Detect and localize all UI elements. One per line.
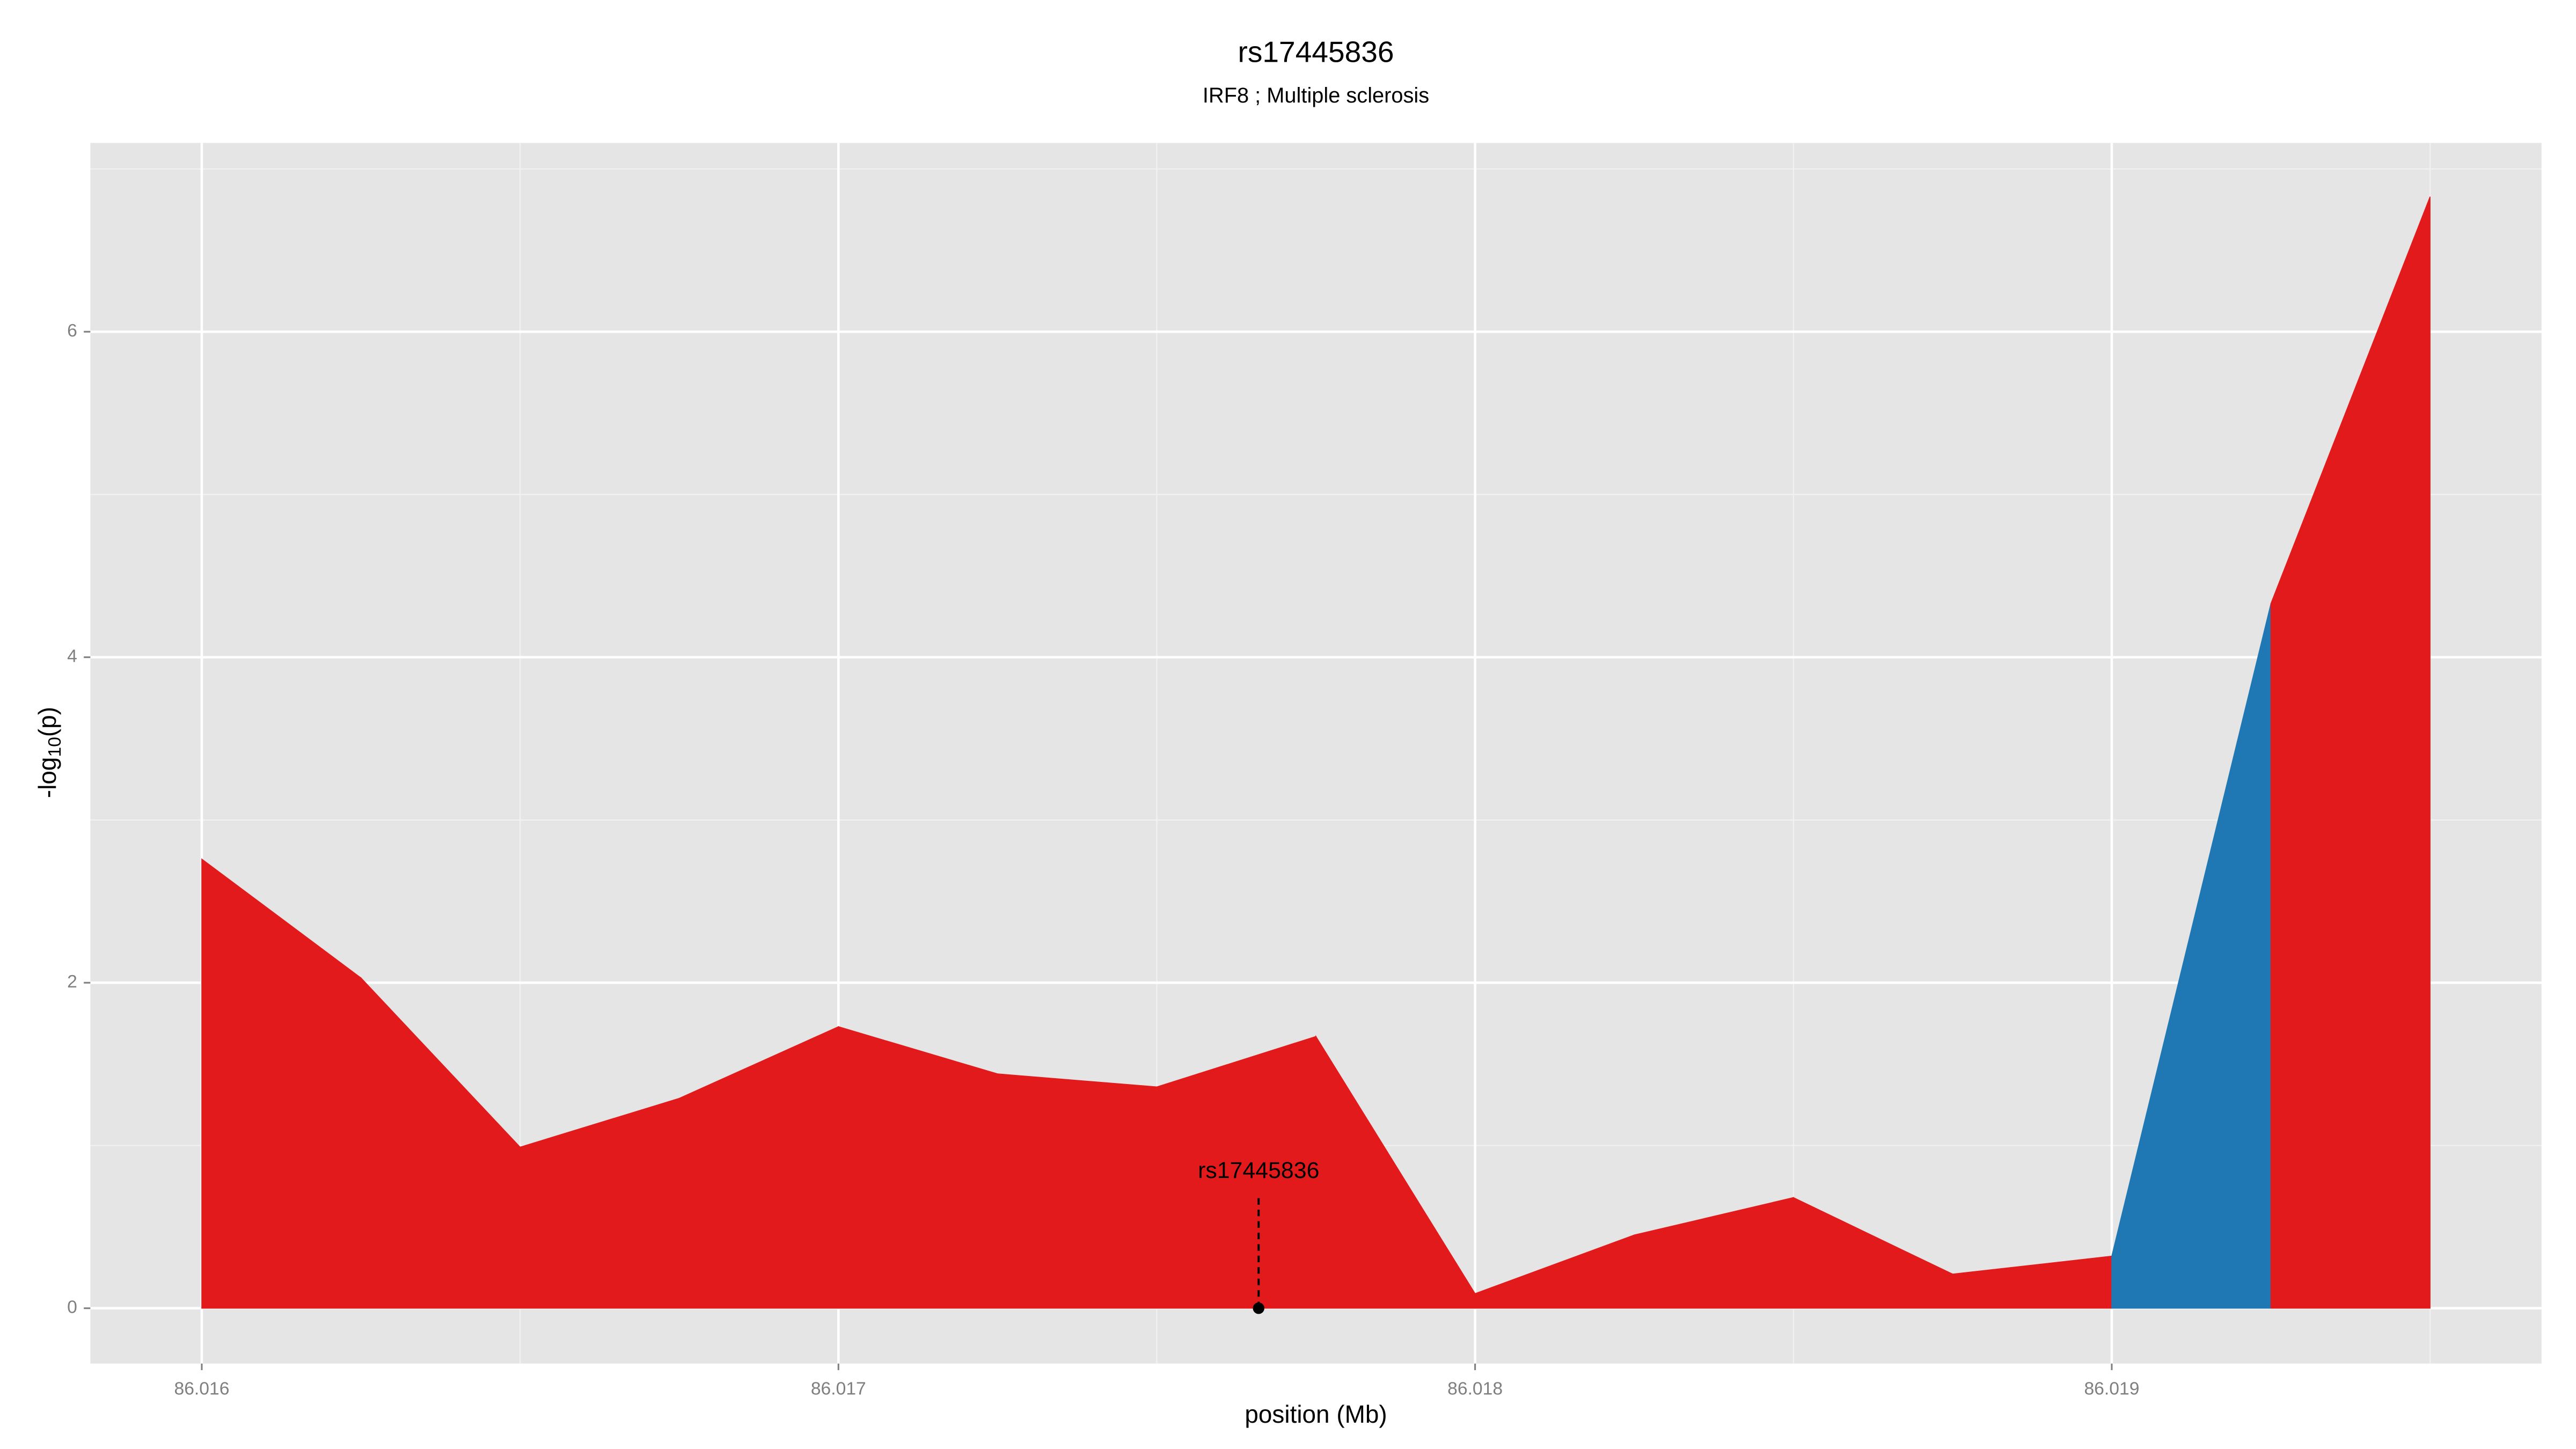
axes: 0 2 4 6 86.016 86.017 86.018 86.019 (67, 321, 2139, 1399)
x-tick-label: 86.018 (1447, 1379, 1503, 1399)
annotation-label: rs17445836 (1198, 1158, 1319, 1183)
y-tick-label: 4 (67, 647, 77, 667)
y-axis-label-part: -log (33, 757, 61, 799)
x-tick-label: 86.016 (174, 1379, 229, 1399)
marks: rs17445836 (201, 196, 2431, 1314)
y-tick-label: 0 (67, 1298, 77, 1318)
x-tick-label: 86.019 (2084, 1379, 2139, 1399)
chart-title: rs17445836 (1238, 35, 1394, 69)
x-axis-label: position (Mb) (1245, 1400, 1387, 1428)
area-segment (997, 1073, 1158, 1309)
y-tick-label: 2 (67, 972, 77, 992)
chart-subtitle: IRF8 ; Multiple sclerosis (1203, 84, 1429, 107)
y-axis-label: -log10(p) (33, 707, 65, 798)
x-tick-label: 86.017 (811, 1379, 866, 1399)
y-axis-label-sub: 10 (45, 737, 65, 757)
y-tick-label: 6 (67, 321, 77, 341)
y-axis-label-part: (p) (33, 707, 61, 737)
area-segment (2270, 196, 2431, 1309)
annotation-point (1253, 1302, 1264, 1314)
area-segment (838, 1026, 998, 1309)
